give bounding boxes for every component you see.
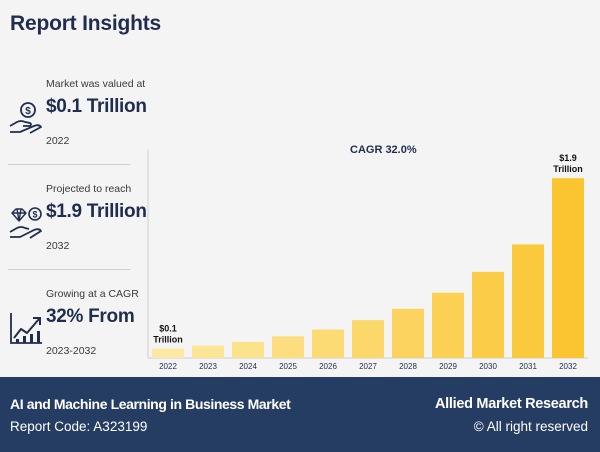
data-label: Trillion [153, 335, 183, 345]
stat-projected-value: $ Projected to reach $1.9 Trillion 2032 [8, 183, 147, 258]
bar-2029 [432, 292, 464, 358]
x-tick-label: 2023 [199, 362, 217, 371]
stat-label: Projected to reach [46, 183, 132, 195]
bar-2024 [232, 341, 264, 358]
x-tick-label: 2031 [519, 362, 537, 371]
x-tick-label: 2027 [359, 362, 377, 371]
stat-label: Growing at a CAGR [46, 288, 139, 300]
bar-2030 [472, 271, 504, 358]
x-tick-label: 2032 [559, 362, 577, 371]
page-title: Report Insights [10, 12, 162, 35]
report-code: Report Code: A323199 [10, 419, 148, 434]
bar-2027 [352, 320, 384, 358]
stat-value: $1.9 Trillion [46, 201, 147, 222]
chart-canvas: 2022 2023 2024 2025 2026 2027 2028 2029 2030 2031… [147, 150, 588, 371]
svg-text:$: $ [32, 210, 37, 220]
x-tick-label: 2024 [239, 362, 257, 371]
stat-year: 2022 [46, 135, 70, 147]
stat-cagr: Growing at a CAGR 32% From 2023-2032 [8, 288, 139, 363]
stat-year: 2032 [46, 240, 70, 252]
brand-name: Allied Market Research [435, 396, 588, 412]
data-label: $1.9 [559, 153, 577, 163]
bar-2031 [512, 244, 544, 358]
bar-2028 [392, 308, 424, 358]
stat-value: $0.1 Trillion [46, 96, 147, 117]
copyright: © All right reserved [473, 419, 588, 434]
money-hand-icon: $ [9, 102, 42, 134]
bar-2026 [312, 329, 344, 358]
x-tick-label: 2028 [399, 362, 417, 371]
market-name: AI and Machine Learning in Business Mark… [10, 396, 291, 412]
x-tick-label: 2029 [439, 362, 457, 371]
x-tick-label: 2025 [279, 362, 297, 371]
stat-value: 32% From [46, 306, 135, 327]
footer: AI and Machine Learning in Business Mark… [0, 377, 600, 452]
x-tick-label: 2022 [159, 362, 177, 371]
x-tick-label: 2026 [319, 362, 337, 371]
svg-text:$: $ [25, 106, 31, 117]
bar-2023 [192, 345, 224, 358]
divider [8, 269, 130, 270]
diamond-hand-icon: $ [9, 207, 42, 239]
stat-label: Market was valued at [46, 78, 146, 90]
growth-chart-icon [10, 313, 42, 344]
bar-2032 [552, 178, 584, 358]
data-label: Trillion [553, 164, 583, 174]
x-tick-label: 2030 [479, 362, 497, 371]
stat-market-value: $ Market was valued at $0.1 Trillion 202… [8, 78, 147, 153]
data-label: $0.1 [159, 324, 177, 334]
bar-2025 [272, 336, 304, 358]
bar-chart: 2022 2023 2024 2025 2026 2027 2028 2029 2030 2031… [140, 130, 600, 380]
divider [8, 164, 130, 165]
chart-title: CAGR 32.0% [350, 144, 417, 156]
stat-year: 2023-2032 [46, 345, 97, 357]
bar-2022 [152, 348, 184, 358]
